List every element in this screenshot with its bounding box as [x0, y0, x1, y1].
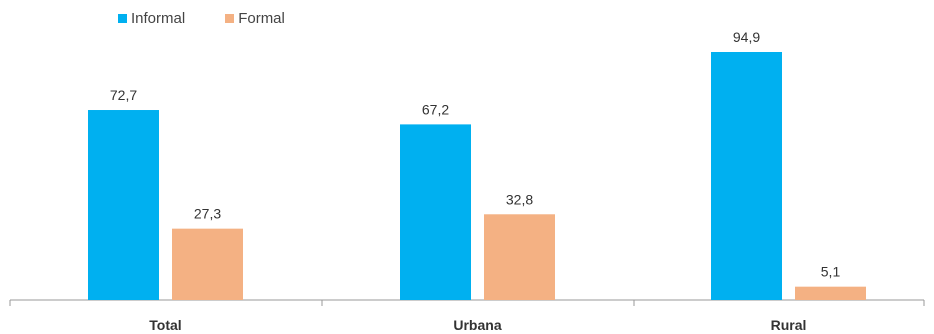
bar-formal-rural	[795, 286, 866, 300]
bar-informal-rural	[711, 52, 782, 300]
legend-label-formal: Formal	[238, 10, 285, 27]
data-label-informal-urbana: 67,2	[422, 101, 449, 117]
legend-label-informal: Informal	[131, 10, 186, 27]
legend-item-informal: Informal	[118, 10, 185, 27]
data-label-formal-urbana: 32,8	[506, 191, 533, 207]
data-label-formal-total: 27,3	[194, 206, 221, 222]
bar-formal-total	[172, 228, 243, 300]
category-label-rural: Rural	[771, 317, 807, 333]
bar-informal-urbana	[400, 124, 471, 300]
chart-legend: Informal Formal	[118, 10, 325, 27]
data-label-informal-total: 72,7	[110, 87, 137, 103]
legend-swatch-informal	[118, 14, 127, 23]
legend-swatch-formal	[225, 14, 235, 23]
legend-item-formal: Formal	[225, 10, 285, 27]
bar-formal-urbana	[484, 214, 555, 300]
data-label-informal-rural: 94,9	[733, 29, 760, 45]
category-label-urbana: Urbana	[453, 317, 501, 333]
data-label-formal-rural: 5,1	[821, 264, 841, 280]
category-label-total: Total	[149, 317, 181, 333]
bar-informal-total	[88, 110, 159, 300]
